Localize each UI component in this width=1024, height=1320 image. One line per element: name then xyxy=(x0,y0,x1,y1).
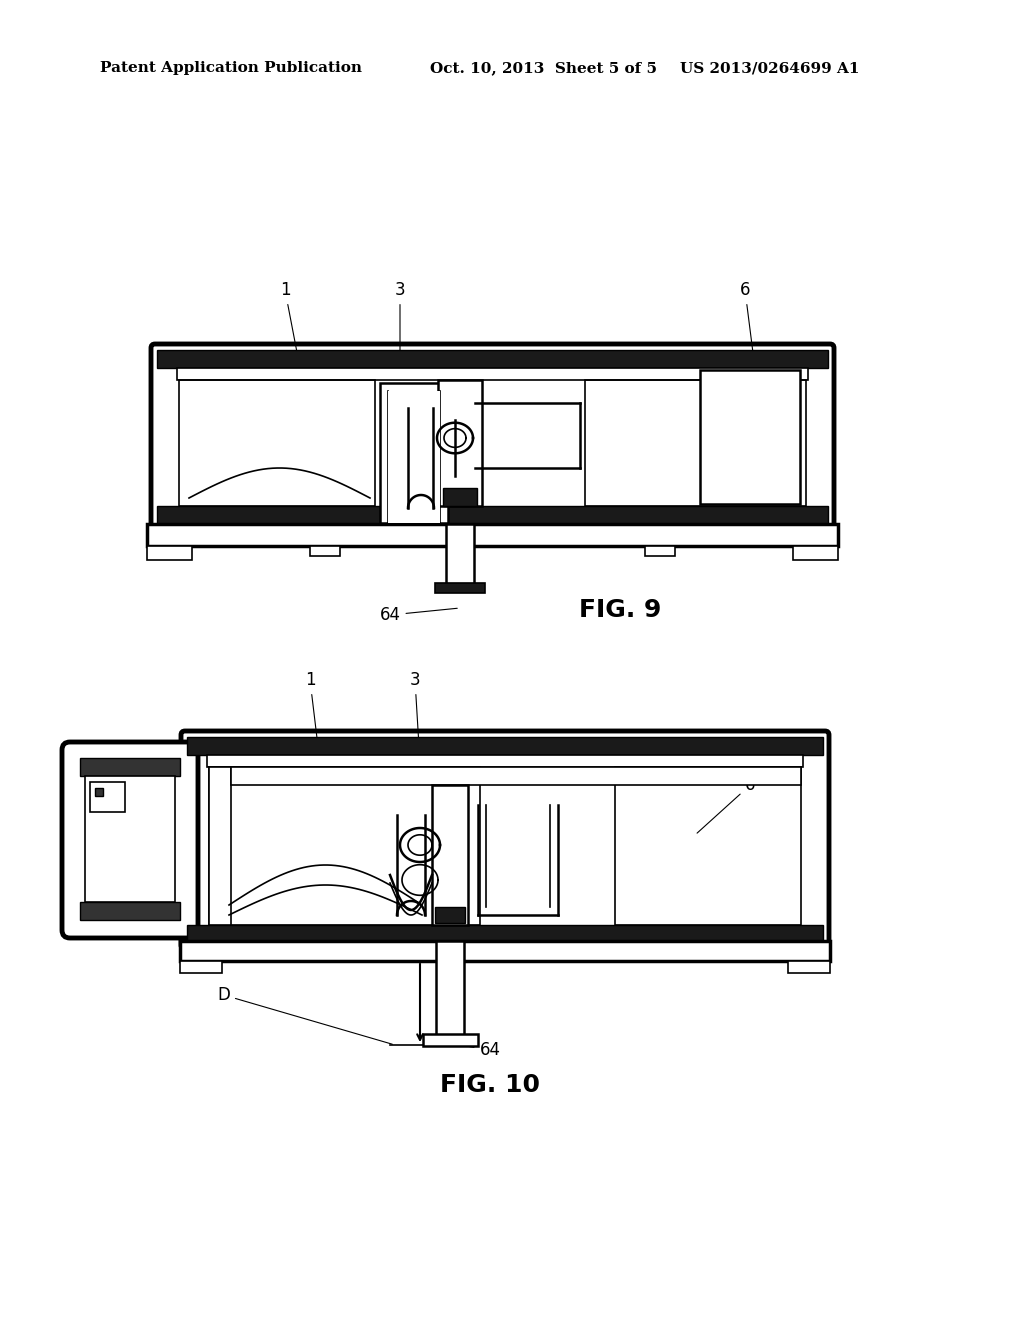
Bar xyxy=(187,737,823,755)
Bar xyxy=(231,767,801,785)
Bar xyxy=(180,941,830,961)
Bar xyxy=(388,391,440,523)
Bar xyxy=(423,1034,478,1045)
Bar xyxy=(435,583,485,593)
Bar xyxy=(179,380,375,506)
Bar xyxy=(585,380,806,506)
Text: FIG. 10: FIG. 10 xyxy=(440,1073,540,1097)
Text: 6: 6 xyxy=(697,776,756,833)
Bar xyxy=(446,524,474,587)
Bar xyxy=(436,941,464,1040)
Bar xyxy=(435,907,465,923)
Bar xyxy=(209,767,480,925)
Bar xyxy=(310,546,340,556)
Text: 1: 1 xyxy=(280,281,299,366)
Bar xyxy=(209,767,231,925)
Bar xyxy=(438,380,482,506)
Bar xyxy=(645,546,675,556)
Text: 64: 64 xyxy=(380,606,458,624)
Bar xyxy=(157,350,828,368)
Bar xyxy=(147,524,838,546)
Text: 3: 3 xyxy=(410,671,420,760)
Bar xyxy=(793,546,838,560)
Bar xyxy=(157,506,828,525)
FancyBboxPatch shape xyxy=(62,742,198,939)
Bar xyxy=(80,758,180,776)
Bar xyxy=(432,785,468,925)
Bar xyxy=(180,961,222,973)
Bar xyxy=(788,961,830,973)
Text: 64: 64 xyxy=(463,1041,501,1059)
Bar xyxy=(85,776,175,902)
Text: 3: 3 xyxy=(394,281,406,366)
Bar xyxy=(615,767,801,925)
Text: Patent Application Publication: Patent Application Publication xyxy=(100,61,362,75)
Text: US 2013/0264699 A1: US 2013/0264699 A1 xyxy=(680,61,859,75)
FancyBboxPatch shape xyxy=(151,345,834,532)
Bar xyxy=(187,925,823,942)
Bar xyxy=(443,488,477,506)
Text: Oct. 10, 2013  Sheet 5 of 5: Oct. 10, 2013 Sheet 5 of 5 xyxy=(430,61,657,75)
Bar xyxy=(95,788,103,796)
FancyBboxPatch shape xyxy=(181,731,829,949)
Text: 6: 6 xyxy=(739,281,760,405)
Bar xyxy=(700,370,800,504)
Bar xyxy=(90,781,125,812)
Bar xyxy=(147,546,193,560)
Bar xyxy=(177,368,808,380)
Bar xyxy=(380,383,449,523)
Bar xyxy=(207,755,803,767)
Text: 1: 1 xyxy=(305,671,319,760)
Bar xyxy=(80,902,180,920)
Text: D: D xyxy=(217,986,392,1044)
Text: FIG. 9: FIG. 9 xyxy=(579,598,662,622)
